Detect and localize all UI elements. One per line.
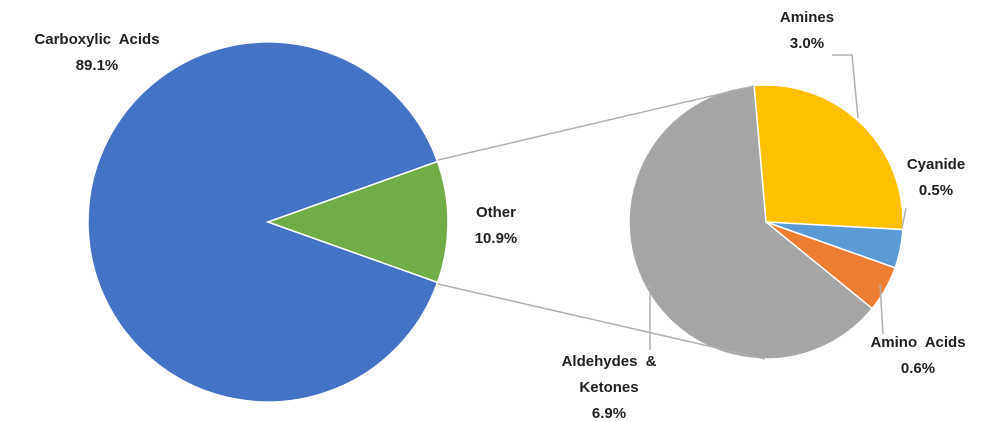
category-name: Amines <box>779 9 835 26</box>
category-name: Other <box>475 204 516 221</box>
value-label: 10.9% <box>474 230 518 247</box>
pie-slice <box>628 84 874 360</box>
connectors <box>437 54 907 360</box>
connector-line <box>437 283 766 360</box>
category-name: Cyanide <box>906 156 966 173</box>
leader-line <box>901 207 907 229</box>
slice-label: Cyanide 0.5% <box>886 152 984 204</box>
leader-line <box>832 54 859 119</box>
slice-label: Other 10.9% <box>456 200 536 252</box>
value-label: 89.1% <box>75 57 119 74</box>
value-label: 6.9% <box>591 405 627 421</box>
value-label: 0.5% <box>918 182 954 199</box>
slice-label: Amino Acids 0.6% <box>848 330 984 382</box>
category-name: Amino Acids <box>870 334 966 351</box>
category-name: Aldehydes & Ketones <box>561 353 657 396</box>
pie-slice <box>753 84 904 231</box>
value-label: 3.0% <box>789 35 825 52</box>
slice-label: Amines 3.0% <box>757 5 857 57</box>
slice-label: Carboxylic Acids 89.1% <box>0 27 197 79</box>
slice-label: Aldehydes & Ketones 6.9% <box>549 349 669 421</box>
leader-line <box>879 283 884 335</box>
value-label: 0.6% <box>900 360 936 377</box>
pie-slice <box>265 160 449 284</box>
category-name: Carboxylic Acids <box>34 31 160 48</box>
pie-slice <box>87 41 439 403</box>
connector-line <box>437 85 755 161</box>
